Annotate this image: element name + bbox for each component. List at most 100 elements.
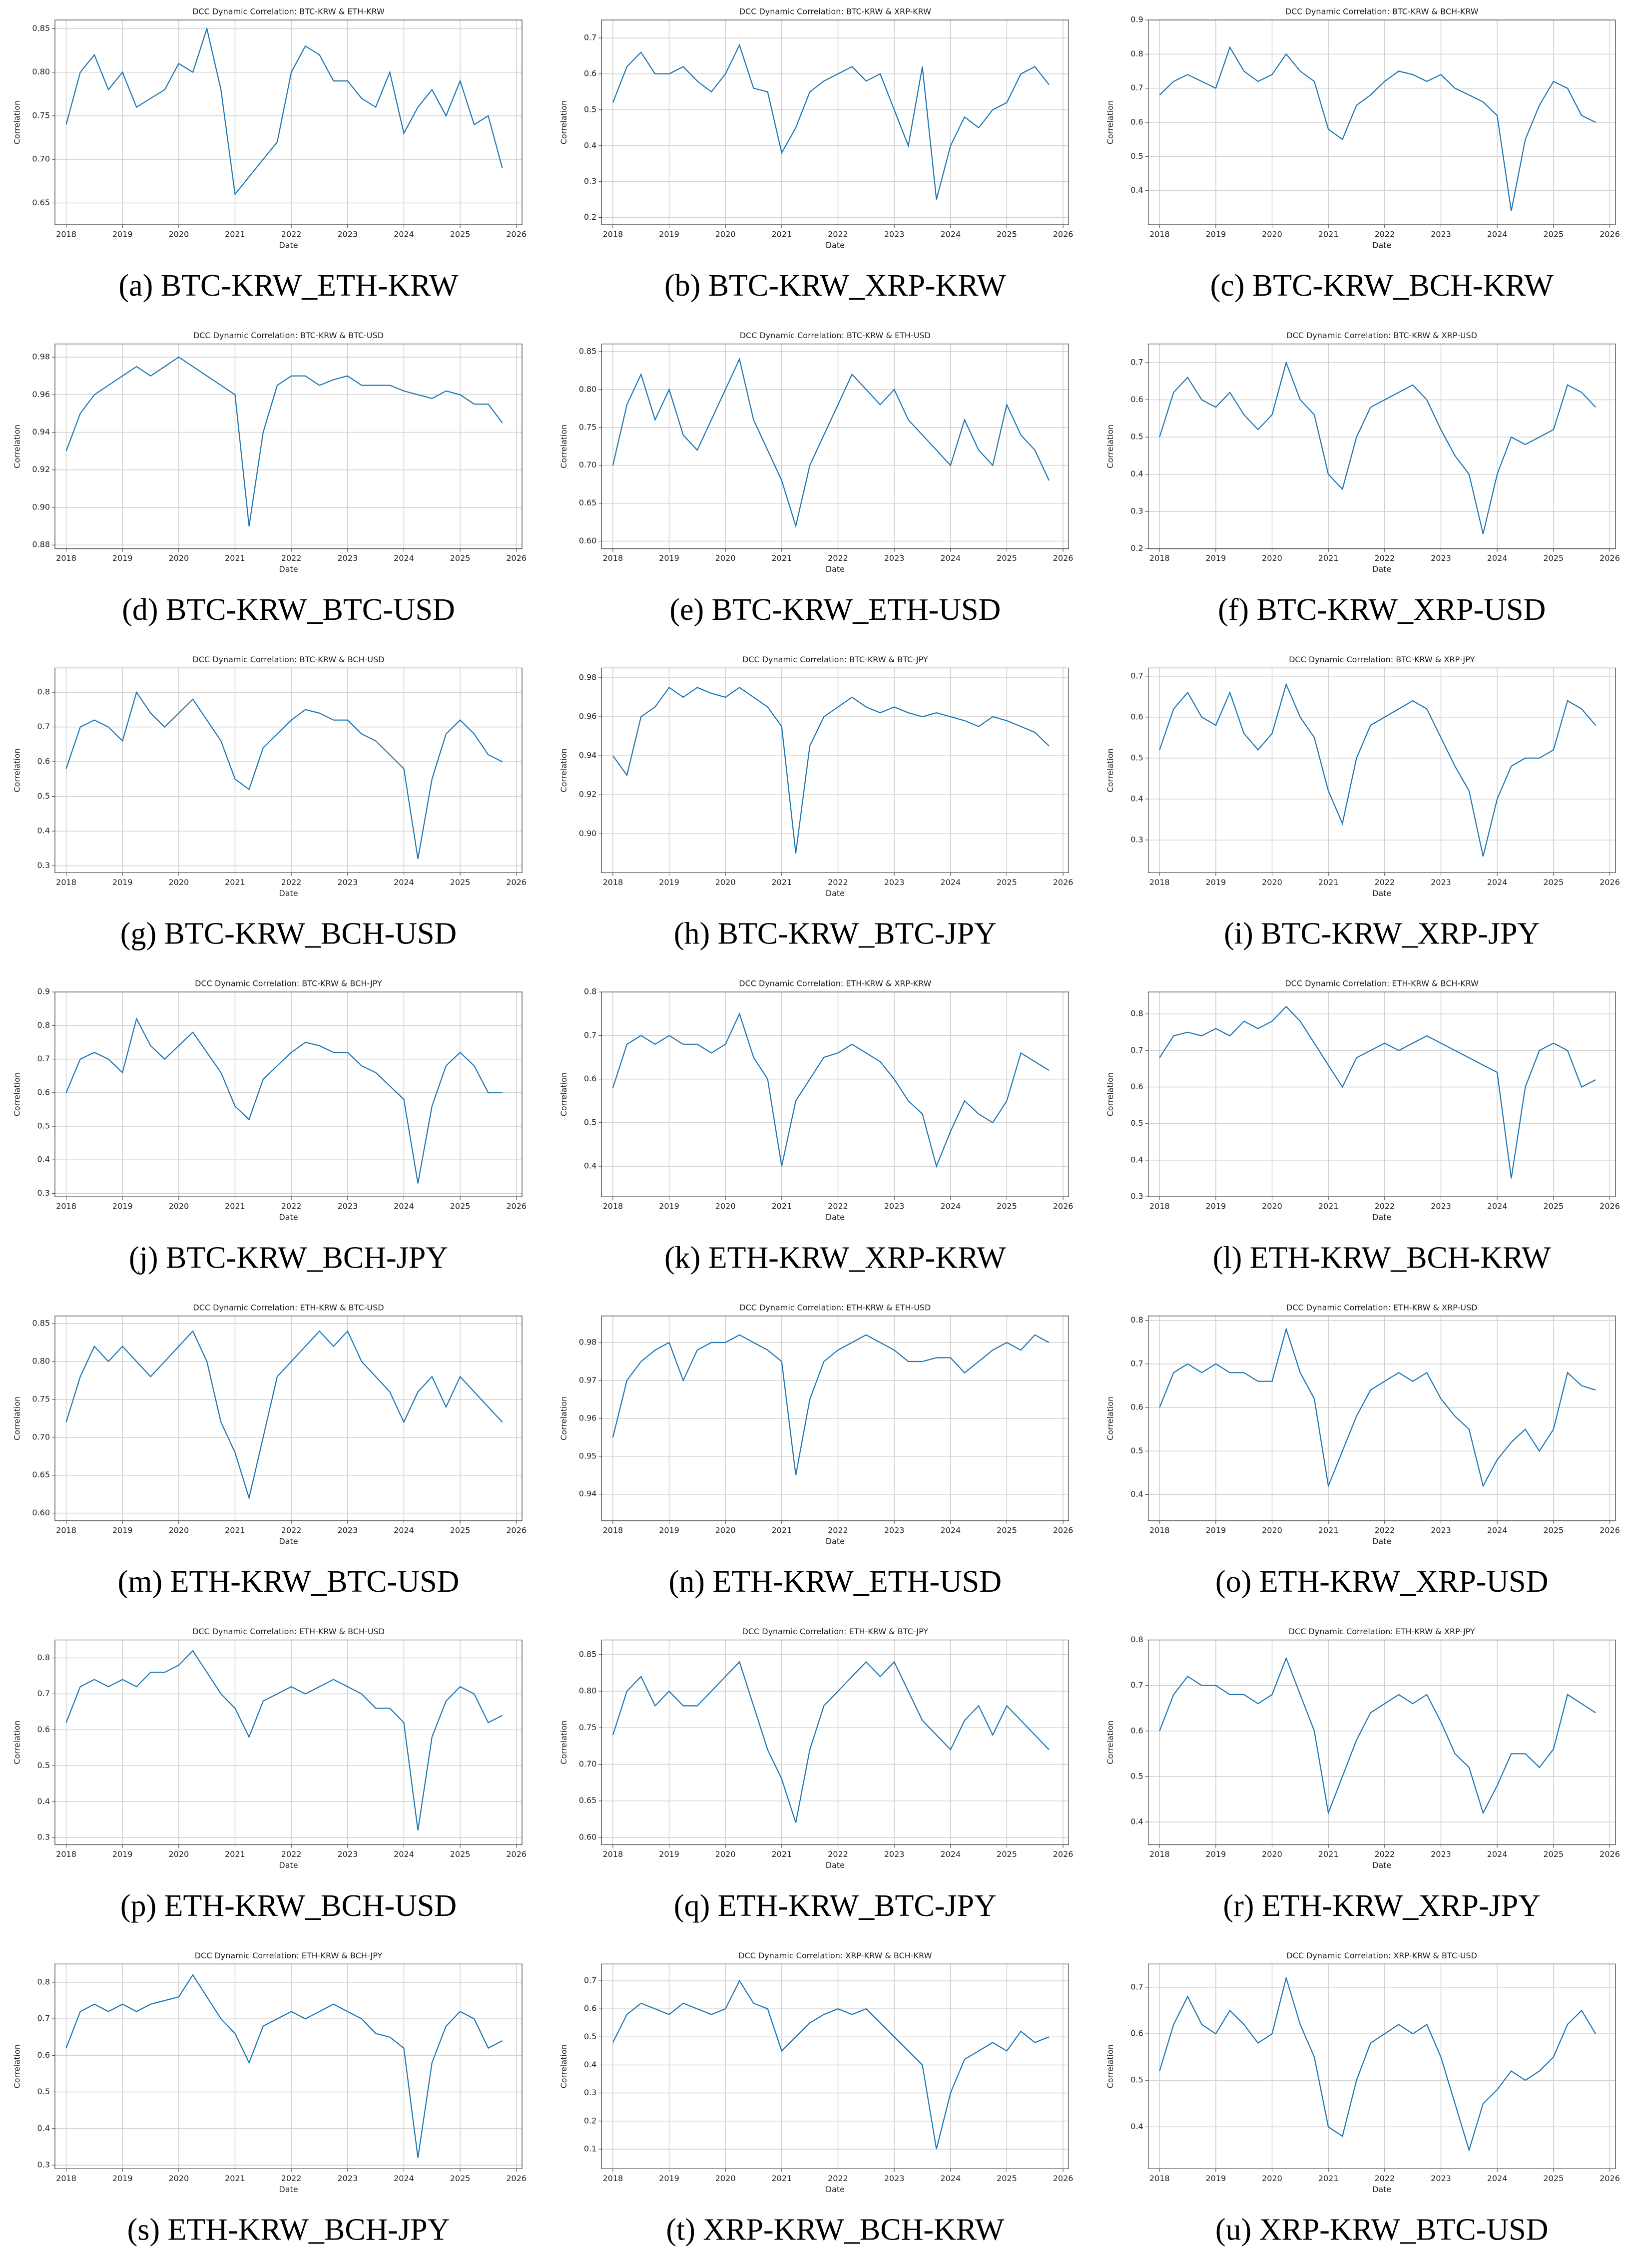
y-tick-label: 0.7 xyxy=(1130,357,1143,367)
plot-frame xyxy=(54,1639,523,1845)
x-tick-label: 2022 xyxy=(281,1849,302,1859)
y-axis-label: Correlation xyxy=(1105,1072,1115,1116)
x-tick-label: 2026 xyxy=(1053,1849,1074,1859)
x-tick-label: 2026 xyxy=(1600,230,1620,239)
subfigure-caption: (r) ETH-KRW_XRP-JPY xyxy=(1223,1889,1540,1923)
x-tick-label: 2024 xyxy=(394,553,414,563)
y-tick-label: 0.60 xyxy=(579,536,597,545)
subfigure-caption: (f) BTC-KRW_XRP-USD xyxy=(1218,593,1546,627)
y-tick-label: 0.6 xyxy=(37,1725,50,1734)
x-tick-label: 2024 xyxy=(940,230,961,239)
y-axis-label: Correlation xyxy=(1105,2044,1115,2088)
x-tick-label: 2024 xyxy=(940,1849,961,1859)
y-tick-label: 0.70 xyxy=(579,1759,597,1769)
y-tick-label: 0.4 xyxy=(584,140,596,150)
y-tick-label: 0.4 xyxy=(1130,185,1143,195)
x-tick-label: 2023 xyxy=(337,878,358,887)
x-tick-label: 2020 xyxy=(168,878,189,887)
x-tick-label: 2019 xyxy=(1205,1849,1226,1859)
x-tick-label: 2022 xyxy=(828,553,848,563)
x-tick-label: 2022 xyxy=(828,230,848,239)
correlation-line xyxy=(65,356,503,526)
x-tick-label: 2025 xyxy=(997,1202,1017,1211)
y-tick-label: 0.6 xyxy=(1130,2029,1143,2038)
y-tick-label: 0.3 xyxy=(37,861,50,870)
y-tick-label: 0.3 xyxy=(37,1188,50,1198)
plot-frame xyxy=(1148,667,1616,874)
subfigure-caption: (h) BTC-KRW_BTC-JPY xyxy=(674,917,997,951)
correlation-line xyxy=(1159,46,1596,211)
subfigure-caption: (b) BTC-KRW_XRP-KRW xyxy=(664,269,1006,303)
x-tick-label: 2025 xyxy=(450,878,471,887)
chart-title: DCC Dynamic Correlation: ETH-KRW & ETH-U… xyxy=(739,1303,931,1312)
subfigure-caption: (u) XRP-KRW_BTC-USD xyxy=(1215,2213,1549,2247)
x-tick-label: 2020 xyxy=(1262,553,1282,563)
y-axis-label: Correlation xyxy=(12,2044,22,2088)
x-tick-label: 2024 xyxy=(394,1525,414,1535)
y-tick-label: 0.5 xyxy=(584,2032,596,2041)
y-tick-label: 0.65 xyxy=(579,498,597,507)
x-tick-label: 2020 xyxy=(168,2174,189,2183)
x-tick-label: 2023 xyxy=(884,1525,905,1535)
x-tick-label: 2020 xyxy=(168,553,189,563)
x-tick-label: 2020 xyxy=(168,1202,189,1211)
x-tick-label: 2018 xyxy=(56,553,76,563)
x-tick-label: 2021 xyxy=(1318,1849,1339,1859)
x-tick-label: 2021 xyxy=(225,1202,245,1211)
x-tick-label: 2019 xyxy=(659,878,679,887)
x-tick-label: 2026 xyxy=(1600,2174,1620,2183)
x-tick-label: 2020 xyxy=(1262,1849,1282,1859)
x-tick-label: 2025 xyxy=(1543,553,1564,563)
x-tick-label: 2020 xyxy=(1262,2174,1282,2183)
x-tick-label: 2022 xyxy=(281,1202,302,1211)
y-axis-label: Correlation xyxy=(559,1072,568,1116)
x-tick-label: 2018 xyxy=(56,1525,76,1535)
x-axis-label: Date xyxy=(1372,1860,1391,1870)
correlation-line xyxy=(1159,1976,1597,2152)
x-tick-label: 2024 xyxy=(1487,230,1508,239)
x-tick-label: 2018 xyxy=(603,553,623,563)
y-axis-label: Correlation xyxy=(12,425,22,468)
x-tick-label: 2020 xyxy=(168,230,189,239)
x-tick-label: 2025 xyxy=(1543,1525,1564,1535)
x-tick-label: 2018 xyxy=(1149,553,1170,563)
x-tick-label: 2023 xyxy=(1431,1202,1451,1211)
y-tick-label: 0.6 xyxy=(584,1074,596,1083)
y-tick-label: 0.8 xyxy=(1130,1009,1143,1018)
x-tick-label: 2021 xyxy=(771,1202,792,1211)
chart-title: DCC Dynamic Correlation: BTC-KRW & XRP-J… xyxy=(1289,655,1475,664)
plot-frame xyxy=(1148,1639,1616,1845)
x-tick-label: 2024 xyxy=(1487,1525,1508,1535)
x-axis-label: Date xyxy=(1372,1213,1391,1222)
plot-frame xyxy=(54,19,523,225)
y-tick-label: 0.5 xyxy=(1130,151,1143,161)
x-tick-label: 2021 xyxy=(225,553,245,563)
plot-frame xyxy=(601,1316,1069,1521)
y-axis-label: Correlation xyxy=(559,425,568,468)
y-tick-label: 0.85 xyxy=(32,1319,50,1328)
y-tick-label: 0.4 xyxy=(1130,1489,1143,1499)
y-axis-label: Correlation xyxy=(559,100,568,144)
x-tick-label: 2020 xyxy=(1262,878,1282,887)
y-tick-label: 0.4 xyxy=(37,2123,50,2133)
x-tick-label: 2018 xyxy=(1149,2174,1170,2183)
y-tick-label: 0.4 xyxy=(37,826,50,836)
correlation-line xyxy=(1159,1327,1596,1488)
x-tick-label: 2021 xyxy=(225,230,245,239)
y-axis-label: Correlation xyxy=(1105,1396,1115,1440)
x-tick-label: 2019 xyxy=(1205,1525,1226,1535)
y-tick-label: 0.94 xyxy=(32,427,50,437)
x-tick-label: 2022 xyxy=(828,1849,848,1859)
y-tick-label: 0.97 xyxy=(579,1375,597,1384)
x-tick-label: 2022 xyxy=(1374,1849,1395,1859)
y-axis-label: Correlation xyxy=(1105,425,1115,468)
x-tick-label: 2018 xyxy=(603,230,623,239)
x-tick-label: 2021 xyxy=(225,2174,245,2183)
x-tick-label: 2019 xyxy=(659,1849,679,1859)
plot-frame xyxy=(54,1316,523,1521)
y-tick-label: 0.5 xyxy=(1130,1446,1143,1455)
plot-frame xyxy=(601,667,1069,874)
x-tick-label: 2023 xyxy=(884,878,905,887)
x-tick-label: 2018 xyxy=(56,2174,76,2183)
x-tick-label: 2025 xyxy=(1543,1202,1564,1211)
